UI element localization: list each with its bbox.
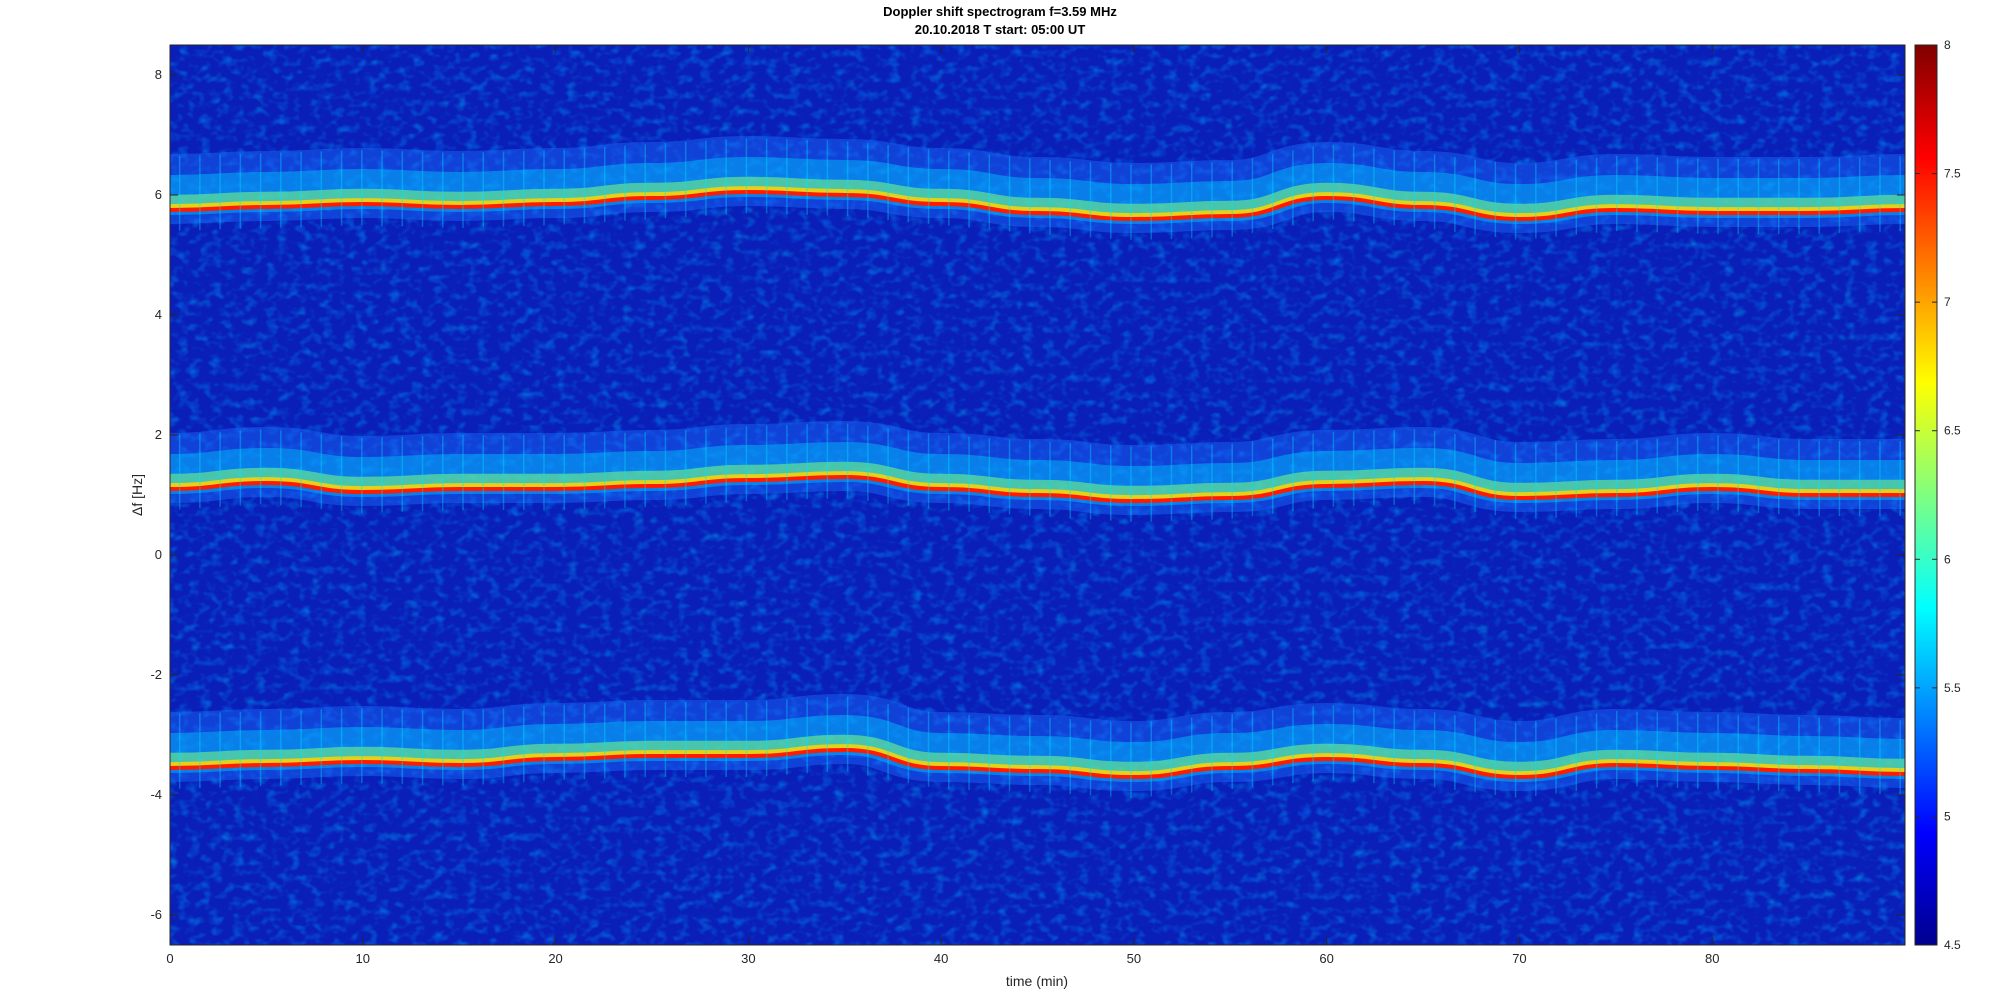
colorbar: 4.5 5 5.5 6 6.5 7 7.5 8	[1914, 38, 1961, 952]
colorbar-tick-label: 8	[1944, 38, 1951, 52]
chart-title: Doppler shift spectrogram f=3.59 MHz	[883, 4, 1117, 19]
colorbar-ticks: 4.5 5 5.5 6 6.5 7 7.5 8	[1915, 38, 1961, 952]
band-ridge-line	[170, 474, 1905, 504]
y-axis: -6 -4 -2 0 2 4 6 8	[150, 67, 1905, 922]
y-tick-label: -4	[150, 787, 162, 802]
y-tick-label: 0	[155, 547, 162, 562]
x-tick-label: 80	[1705, 951, 1719, 966]
y-tick-label: 2	[155, 427, 162, 442]
x-tick-label: 20	[548, 951, 562, 966]
band-halo	[170, 135, 1905, 234]
y-tick-label: -6	[150, 907, 162, 922]
colorbar-tick-label: 4.5	[1944, 938, 1961, 952]
x-tick-label: 60	[1319, 951, 1333, 966]
colorbar-tick-label: 7	[1944, 295, 1951, 309]
signal-band	[170, 420, 1905, 522]
band-green	[170, 734, 1905, 778]
band-green	[170, 176, 1905, 220]
colorbar-tick-label: 5	[1944, 809, 1951, 823]
band-yellow	[170, 471, 1905, 503]
y-axis-label: Δf [Hz]	[129, 474, 145, 516]
colorbar-tick-label: 6	[1944, 552, 1951, 566]
band-halo	[170, 420, 1905, 516]
colorbar-tick-label: 6.5	[1944, 424, 1961, 438]
x-tick-label: 10	[356, 951, 370, 966]
x-tick-label: 70	[1512, 951, 1526, 966]
y-tick-label: 6	[155, 187, 162, 202]
x-axis: 0 10 20 30 40 50 60 70 80	[166, 45, 1719, 966]
signal-band	[170, 693, 1905, 798]
x-axis-label: time (min)	[1006, 973, 1068, 989]
plot-frame	[169, 44, 1906, 946]
signal-bands	[170, 135, 1905, 798]
x-tick-label: 0	[166, 951, 173, 966]
plot-area	[170, 45, 1905, 945]
x-tick-label: 50	[1127, 951, 1141, 966]
y-tick-label: 4	[155, 307, 162, 322]
band-green	[170, 461, 1905, 502]
band-yellow	[170, 744, 1905, 779]
band-ridge-line	[170, 189, 1905, 222]
x-tick-label: 30	[741, 951, 755, 966]
colorbar-scale	[1914, 44, 1938, 946]
band-ridge-line	[170, 747, 1905, 780]
y-tick-label: 8	[155, 67, 162, 82]
y-tick-label: -2	[150, 667, 162, 682]
colorbar-tick-label: 5.5	[1944, 681, 1961, 695]
x-tick-label: 40	[934, 951, 948, 966]
chart-subtitle: 20.10.2018 T start: 05:00 UT	[914, 22, 1086, 37]
colorbar-tick-label: 7.5	[1944, 167, 1961, 181]
band-yellow	[170, 186, 1905, 221]
signal-band	[170, 135, 1905, 240]
band-halo	[170, 693, 1905, 792]
